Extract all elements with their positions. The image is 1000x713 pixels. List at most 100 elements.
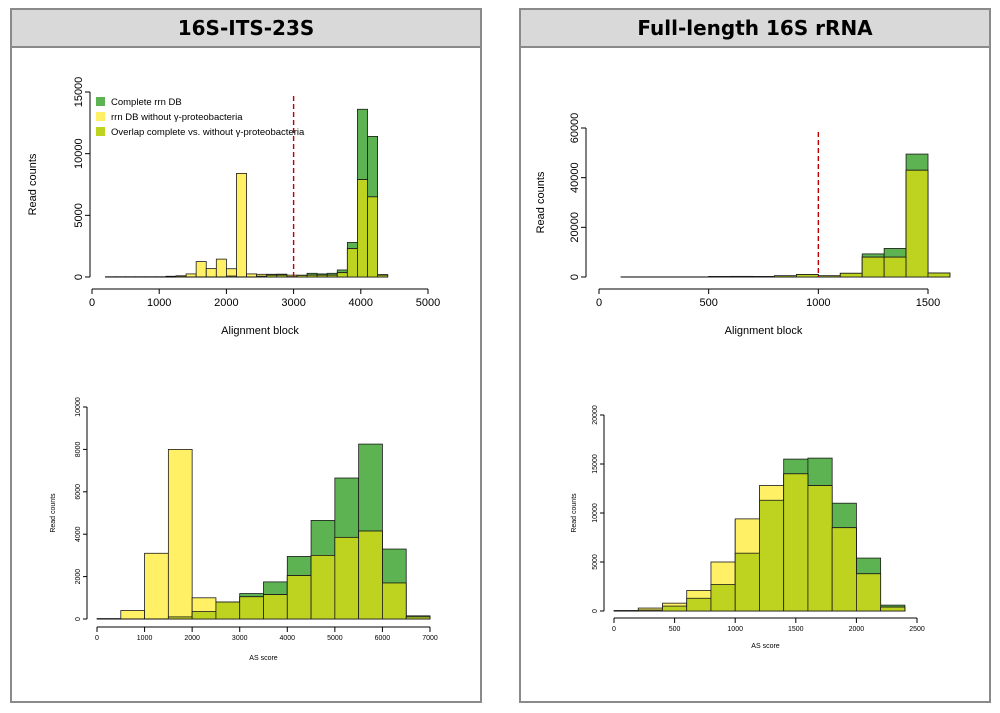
- bar-without-gamma: [236, 172, 247, 278]
- x-tick-label: 0: [95, 635, 99, 642]
- legend-swatch-complete: [96, 97, 105, 106]
- x-axis-label: Alignment block: [725, 325, 803, 337]
- bar-overlap: [382, 582, 407, 620]
- y-tick-label: 15000: [73, 77, 85, 108]
- y-axis-label: Read counts: [50, 493, 57, 533]
- bar-overlap: [296, 274, 308, 278]
- y-tick-label: 15000: [592, 454, 599, 474]
- bar-without-gamma: [215, 258, 227, 278]
- y-tick-label: 5000: [592, 554, 599, 570]
- bar-overlap: [905, 169, 929, 278]
- bar-overlap: [796, 274, 819, 278]
- bar-overlap: [883, 256, 907, 278]
- bar-overlap: [759, 499, 785, 612]
- bar-overlap: [856, 573, 882, 612]
- bar-overlap: [377, 274, 389, 278]
- legend-label: rrn DB without γ-proteobacteria: [111, 112, 243, 123]
- bar-overlap: [239, 596, 264, 620]
- y-tick-label: 0: [569, 274, 581, 280]
- bar-without-gamma: [185, 273, 197, 278]
- y-tick-label: 10000: [75, 397, 82, 417]
- x-tick-label: 500: [699, 297, 717, 309]
- y-tick-label: 8000: [75, 442, 82, 458]
- bar-overlap: [256, 275, 268, 278]
- bar-overlap: [637, 609, 663, 612]
- y-tick-label: 0: [73, 274, 85, 280]
- y-tick-label: 60000: [569, 113, 581, 144]
- panel-title: Full-length 16S rRNA: [521, 10, 989, 48]
- x-tick-label: 4000: [279, 635, 295, 642]
- x-tick-label: 1500: [916, 297, 940, 309]
- bar-overlap: [686, 597, 712, 612]
- y-tick-label: 10000: [592, 503, 599, 523]
- x-tick-label: 4000: [349, 297, 373, 309]
- bar-overlap: [167, 616, 193, 620]
- bar-overlap: [346, 248, 358, 278]
- bar-overlap: [334, 536, 360, 620]
- bar-overlap: [662, 605, 688, 612]
- x-tick-label: 1000: [147, 297, 171, 309]
- bar-overlap: [774, 275, 797, 278]
- bar-overlap: [357, 179, 368, 278]
- x-tick-label: 500: [669, 626, 681, 633]
- y-tick-label: 5000: [73, 203, 85, 227]
- bar-overlap: [734, 552, 760, 612]
- bar-overlap: [807, 485, 833, 612]
- x-tick-label: 1500: [788, 626, 804, 633]
- bar-overlap: [336, 272, 348, 278]
- bar-overlap: [266, 274, 278, 278]
- y-tick-label: 6000: [75, 484, 82, 500]
- x-tick-label: 0: [612, 626, 616, 633]
- bar-overlap: [783, 473, 809, 612]
- x-tick-label: 1000: [806, 297, 830, 309]
- x-tick-label: 2000: [849, 626, 865, 633]
- y-tick-label: 0: [592, 609, 599, 613]
- bar-overlap: [286, 575, 312, 620]
- x-tick-label: 7000: [422, 635, 438, 642]
- panel-title: 16S-ITS-23S: [12, 10, 480, 48]
- x-axis-label: AS score: [751, 643, 780, 650]
- bar-overlap: [880, 606, 906, 612]
- panel-16s-its-23s: 16S-ITS-23S: [10, 8, 482, 703]
- legend-swatch-overlap: [96, 127, 105, 136]
- bar-overlap: [306, 274, 318, 278]
- bar-overlap: [839, 272, 863, 278]
- y-tick-label: 40000: [569, 162, 581, 193]
- bar-overlap: [730, 275, 753, 278]
- bar-without-gamma: [120, 610, 145, 620]
- y-tick-label: 0: [75, 617, 82, 621]
- x-tick-label: 2000: [214, 297, 238, 309]
- y-tick-label: 20000: [592, 405, 599, 425]
- bar-overlap: [225, 275, 237, 278]
- bar-without-gamma: [144, 552, 169, 620]
- bar-without-gamma: [195, 261, 207, 278]
- x-tick-label: 0: [89, 297, 95, 309]
- bar-overlap: [316, 274, 328, 278]
- bar-without-gamma: [205, 268, 217, 278]
- x-tick-label: 1000: [137, 635, 153, 642]
- bar-without-gamma: [167, 448, 193, 620]
- bar-overlap: [310, 555, 336, 620]
- bar-overlap: [326, 274, 338, 278]
- bar-overlap: [367, 196, 378, 278]
- x-tick-label: 3000: [281, 297, 305, 309]
- x-tick-label: 5000: [327, 635, 343, 642]
- x-tick-label: 2500: [909, 626, 925, 633]
- y-axis-label: Read counts: [571, 493, 578, 533]
- bar-overlap: [817, 275, 841, 278]
- y-axis-label: Read counts: [27, 153, 39, 215]
- legend-label: Complete rrn DB: [111, 97, 182, 108]
- bar-without-gamma: [246, 273, 258, 278]
- y-axis-label: Read counts: [535, 171, 547, 233]
- legend-label: Overlap complete vs. without γ-proteobac…: [111, 127, 305, 138]
- x-tick-label: 1000: [727, 626, 743, 633]
- bar-overlap: [927, 272, 951, 278]
- bar-overlap: [405, 616, 431, 620]
- x-axis-label: Alignment block: [221, 325, 299, 337]
- bar-overlap: [215, 601, 241, 620]
- y-tick-label: 4000: [75, 526, 82, 542]
- x-axis-label: AS score: [249, 655, 278, 662]
- y-tick-label: 20000: [569, 212, 581, 243]
- bar-overlap: [191, 611, 217, 620]
